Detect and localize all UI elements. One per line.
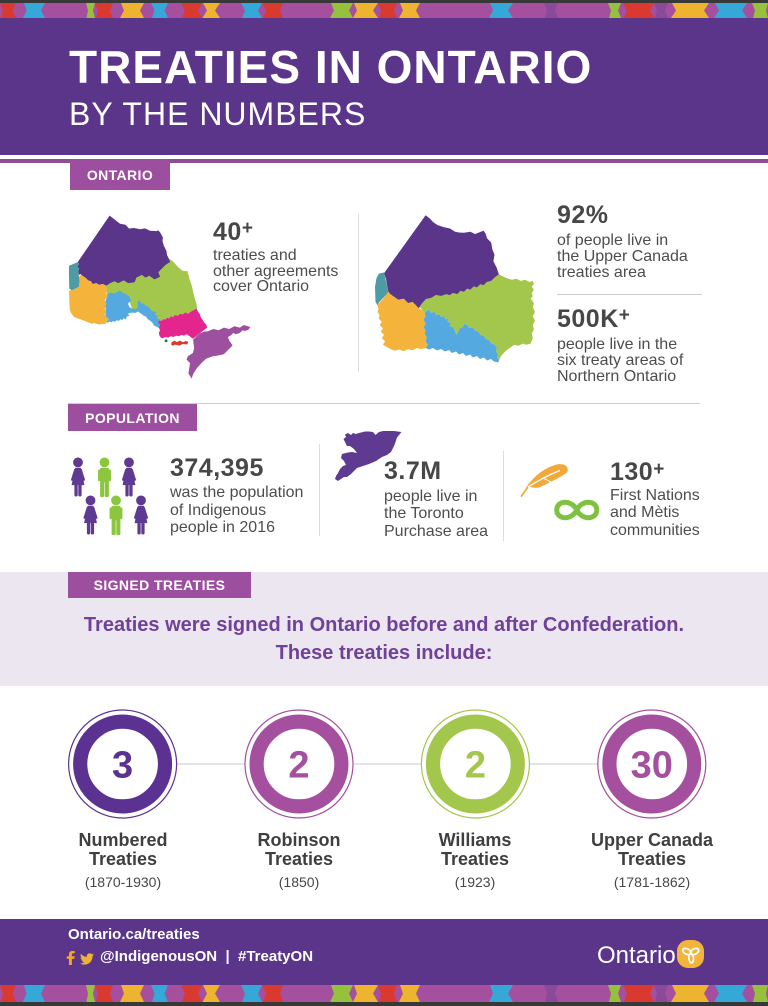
svg-text:2: 2 (288, 745, 309, 787)
svg-text:30: 30 (631, 745, 673, 787)
svg-text:3: 3 (112, 745, 133, 787)
svg-text:2: 2 (465, 745, 486, 787)
